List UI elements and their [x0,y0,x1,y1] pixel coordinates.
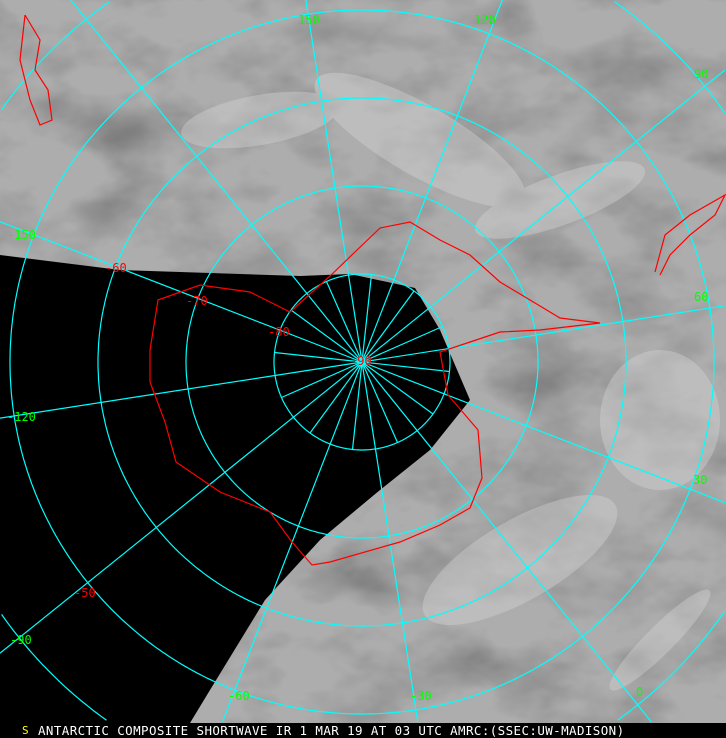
meridian-line-minor [309,361,363,434]
meridian-line [361,361,726,504]
meridian-line-minor [351,361,363,450]
meridian-line [361,305,726,363]
longitude-label-150: 150 [298,13,320,27]
meridian-line-minor [361,361,434,415]
longitude-label-minus60: -60 [228,689,250,703]
meridian-line-minor [361,274,373,363]
meridian-line [70,0,363,363]
longitude-label-60: 60 [694,290,709,304]
meridian-line [305,0,363,363]
latitude-circle [1,1,110,110]
meridian-line [361,361,419,723]
meridian-line-minor [361,290,415,363]
latitude-circle [185,185,539,539]
cloud-bands [181,72,720,691]
antarctic-coastline [149,221,601,566]
meridian-line [361,69,726,363]
longitude-label-minus90: -90 [10,633,32,647]
latitude-label-minus90: -90 [350,354,372,368]
graticule [0,0,726,723]
meridian-line-minor [325,281,363,363]
image-caption: ANTARCTIC COMPOSITE SHORTWAVE IR 1 MAR 1… [0,723,726,738]
longitude-label-120: 120 [474,13,496,27]
meridian-line-minor [361,361,399,443]
meridian-line-minor [361,361,450,373]
latitude-label-minus70: -70 [186,294,208,308]
meridian-line-minor [290,309,363,363]
latitude-label-minus60: -60 [105,261,127,275]
longitude-label-0: 0 [636,685,644,699]
latitude-circle [1,614,107,721]
latitude-label-minus50: -50 [74,586,96,600]
latitude-circle [9,9,715,715]
latitude-circle [614,1,726,114]
latitude-circle [273,273,451,451]
meridian-line-minor [361,325,443,363]
meridian-line [361,0,503,363]
longitude-label-30: 30 [693,473,708,487]
latitude-circle [97,97,627,627]
meridian-line-minor [274,351,363,363]
longitude-label-minus150: -150 [7,228,36,242]
australia-coastline [19,14,53,126]
meridian-line-minor [281,361,363,399]
latitude-label-minus80: -80 [268,325,290,339]
longitude-label-minus30: -30 [410,689,432,703]
longitude-label-90: 90 [694,67,709,81]
no-data-region [0,255,470,723]
logo: S [22,724,29,737]
longitude-label-minus120: -120 [7,410,36,424]
meridian-line [361,361,652,723]
south-america-coastline [654,193,726,276]
meridian-line [0,361,363,654]
meridian-line [0,361,363,419]
